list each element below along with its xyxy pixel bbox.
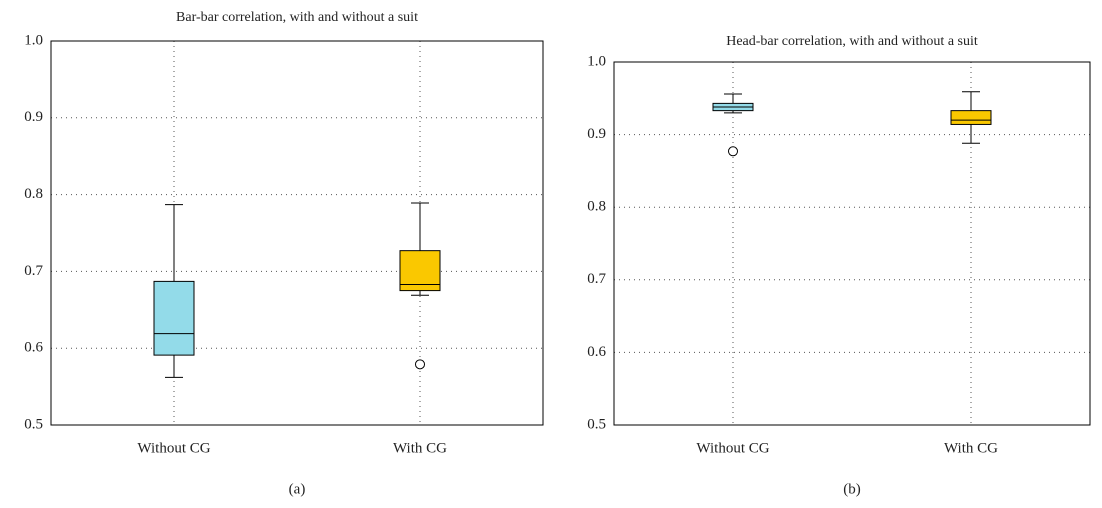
box [399,250,441,292]
y-tick-label: 1.0 [587,53,606,69]
outlier [415,359,425,370]
y-tick-label: 0.6 [587,344,606,360]
x-tick-label: With CG [393,440,447,456]
x-tick-label: Without CG [137,440,210,456]
y-tick-label: 1.0 [24,32,43,48]
y-tick-label: 0.5 [24,416,43,432]
plot-frame [50,40,544,426]
chart-caption: (a) [289,481,306,497]
y-tick-label: 0.8 [587,199,606,215]
chart-title: Head-bar correlation, with and without a… [726,34,978,49]
y-tick-label: 0.7 [587,271,606,287]
y-tick-label: 0.8 [24,186,43,202]
y-tick-label: 0.9 [587,126,606,142]
y-tick-label: 0.6 [24,340,43,356]
x-tick-label: Without CG [696,440,769,456]
chart-title: Bar-bar correlation, with and without a … [176,10,418,25]
plot-frame [613,61,1091,426]
y-tick-label: 0.5 [587,416,606,432]
x-tick-label: With CG [944,440,998,456]
y-tick-label: 0.7 [24,263,43,279]
box [950,110,992,125]
box [153,280,195,356]
chart-caption: (b) [843,481,861,497]
outlier [728,146,738,157]
y-tick-label: 0.9 [24,109,43,125]
